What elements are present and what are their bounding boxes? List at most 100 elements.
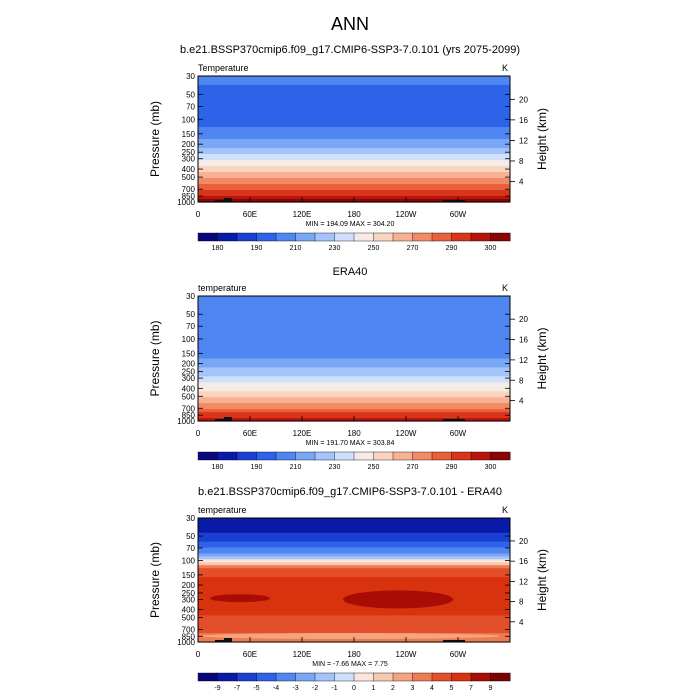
field-band — [198, 160, 510, 164]
warm-anomaly-region — [343, 590, 453, 609]
height-tick-label: 8 — [519, 157, 524, 166]
height-tick-label: 16 — [519, 116, 528, 125]
field-band — [198, 382, 510, 386]
y2-axis-title: Height (km) — [535, 549, 549, 611]
field-band — [198, 520, 510, 525]
lon-tick-label: 120W — [396, 210, 417, 219]
field-band — [198, 337, 510, 342]
lon-tick-label: 120W — [396, 650, 417, 659]
pressure-tick-label: 400 — [182, 606, 196, 615]
field-band — [198, 301, 510, 306]
pressure-tick-label: 250 — [182, 148, 196, 157]
colorbar-segment — [217, 451, 238, 461]
field-band — [198, 565, 510, 569]
field-band — [198, 151, 510, 155]
colorbar-label: 9 — [489, 685, 493, 692]
field-band — [198, 103, 510, 107]
pressure-tick-label: 100 — [182, 115, 196, 124]
y2-axis-title: Height (km) — [535, 108, 549, 170]
colorbar-segment — [373, 672, 394, 682]
colorbar-segment — [256, 672, 277, 682]
colorbar-label: 290 — [446, 245, 458, 252]
panels-group: b.e21.BSSP370cmip6.f09_g17.CMIP6-SSP3-7.… — [148, 44, 549, 692]
colorbar-segment — [373, 451, 394, 461]
field-band — [198, 100, 510, 104]
field-band — [198, 556, 510, 560]
field-band — [198, 379, 510, 383]
colorbar-label: 230 — [329, 464, 341, 471]
field-band — [198, 310, 510, 315]
field-band — [198, 94, 510, 98]
pressure-tick-label: 200 — [182, 140, 196, 149]
field-band — [198, 574, 510, 578]
panel-title: ERA40 — [333, 266, 368, 278]
colorbar-label: 250 — [368, 464, 380, 471]
field-band — [198, 526, 510, 531]
colorbar-segment — [431, 672, 452, 682]
lon-tick-label: 120E — [293, 429, 312, 438]
height-tick-label: 12 — [519, 136, 528, 145]
field-band — [198, 106, 510, 110]
pressure-tick-label: 700 — [182, 185, 196, 194]
field-band — [198, 178, 510, 182]
pressure-tick-label: 700 — [182, 625, 196, 634]
field-band — [198, 136, 510, 140]
height-tick-label: 4 — [519, 618, 524, 627]
height-tick-label: 8 — [519, 598, 524, 607]
field-band — [198, 606, 510, 611]
lon-tick-label: 0 — [196, 429, 201, 438]
panel-title: b.e21.BSSP370cmip6.f09_g17.CMIP6-SSP3-7.… — [198, 486, 502, 498]
field-band — [198, 334, 510, 339]
colorbar-label: -4 — [273, 685, 279, 692]
field-band — [198, 172, 510, 176]
height-tick-label: 20 — [519, 537, 528, 546]
field-band — [198, 343, 510, 348]
field-band — [198, 621, 510, 625]
pressure-tick-label: 500 — [182, 173, 196, 182]
colorbar-label: -7 — [234, 685, 240, 692]
pressure-tick-label: 250 — [182, 368, 196, 377]
field-band — [198, 630, 510, 634]
pressure-tick-label: 850 — [182, 632, 196, 641]
pressure-tick-label: 500 — [182, 613, 196, 622]
colorbar-label: 210 — [290, 464, 302, 471]
y-axis-title: Pressure (mb) — [148, 320, 162, 396]
field-band — [198, 121, 510, 125]
field-band — [198, 322, 510, 327]
terrain-block — [224, 638, 232, 642]
height-tick-label: 20 — [519, 315, 528, 324]
pressure-tick-label: 1000 — [177, 638, 195, 647]
pressure-tick-label: 850 — [182, 411, 196, 420]
field-band — [198, 547, 510, 552]
field-band — [198, 127, 510, 131]
pressure-tick-label: 70 — [186, 102, 195, 111]
height-tick-label: 16 — [519, 336, 528, 345]
field-band — [198, 349, 510, 354]
colorbar-segment — [412, 232, 433, 242]
field-band — [198, 529, 510, 534]
field-band — [198, 97, 510, 101]
field-band — [198, 355, 510, 360]
min-max-stats: MIN = -7.66 MAX = 7.75 — [312, 661, 388, 668]
colorbar-segment — [314, 451, 335, 461]
pressure-tick-label: 150 — [182, 571, 196, 580]
field-band — [198, 580, 510, 584]
field-band — [198, 553, 510, 557]
field-band — [198, 624, 510, 628]
colorbar-segment — [353, 232, 374, 242]
terrain-block — [224, 198, 232, 202]
panel-title: b.e21.BSSP370cmip6.f09_g17.CMIP6-SSP3-7.… — [180, 44, 520, 56]
field-band — [198, 412, 510, 416]
panel-left-label: temperature — [198, 505, 247, 515]
pressure-tick-label: 200 — [182, 581, 196, 590]
terrain-block — [443, 419, 465, 421]
colorbar-segment — [470, 451, 491, 461]
pressure-tick-label: 700 — [182, 404, 196, 413]
lon-tick-label: 120E — [293, 210, 312, 219]
lon-tick-label: 0 — [196, 650, 201, 659]
field-band — [198, 588, 510, 593]
field-band — [198, 298, 510, 303]
colorbar-label: 300 — [485, 464, 497, 471]
field-band — [198, 340, 510, 345]
pressure-tick-label: 400 — [182, 384, 196, 393]
